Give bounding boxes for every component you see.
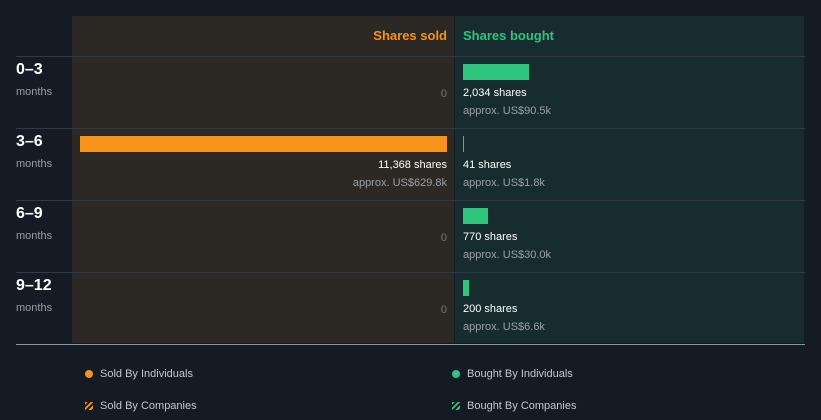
legend-label: Sold By Companies: [100, 400, 197, 412]
sold-value-label: approx. US$629.8k: [352, 177, 447, 189]
row-divider: [16, 272, 805, 273]
bought-shares-label: 2,034 shares: [463, 87, 527, 99]
shares-bought-header: Shares bought: [463, 28, 555, 43]
shares-sold-header: Shares sold: [373, 28, 447, 43]
legend-dot-icon: [452, 370, 460, 378]
period-months-label: months: [16, 158, 53, 170]
legend-label: Bought By Companies: [467, 400, 577, 412]
bought-value-label: approx. US$6.6k: [463, 321, 545, 333]
legend-item: Sold By Individuals: [85, 368, 193, 380]
row-divider: [16, 344, 805, 345]
period-label: 3–6: [16, 133, 43, 150]
bought-bar: [463, 64, 529, 80]
row-divider: [16, 128, 805, 129]
bought-shares-label: 770 shares: [463, 231, 518, 243]
sold-zero-label: 0: [440, 304, 447, 316]
legend-label: Bought By Individuals: [467, 368, 573, 380]
legend-dot-icon: [85, 370, 93, 378]
bought-shares-label: 200 shares: [463, 303, 518, 315]
sold-shares-label: 11,368 shares: [378, 159, 447, 171]
legend-hatch-icon: [452, 402, 460, 410]
period-label: 0–3: [16, 61, 43, 78]
legend-item: Bought By Individuals: [452, 368, 573, 380]
legend-label: Sold By Individuals: [100, 368, 193, 380]
period-months-label: months: [16, 86, 53, 98]
bought-bar: [463, 280, 470, 296]
bought-bar: [463, 136, 465, 152]
period-months-label: months: [16, 230, 53, 242]
row-divider: [16, 200, 805, 201]
row-divider: [16, 56, 805, 57]
sold-zero-label: 0: [440, 232, 447, 244]
legend-item: Sold By Companies: [85, 400, 197, 412]
legend-item: Bought By Companies: [452, 400, 576, 412]
bought-value-label: approx. US$90.5k: [463, 105, 552, 117]
legend-hatch-icon: [85, 402, 93, 410]
bought-value-label: approx. US$1.8k: [463, 177, 545, 189]
period-label: 9–12: [16, 277, 52, 294]
bought-bar: [463, 208, 488, 224]
bought-shares-label: 41 shares: [463, 159, 512, 171]
period-months-label: months: [16, 302, 53, 314]
bought-value-label: approx. US$30.0k: [463, 249, 552, 261]
sold-column-background: [72, 16, 454, 343]
period-label: 6–9: [16, 205, 43, 222]
sold-bar: [80, 136, 447, 152]
sold-zero-label: 0: [440, 88, 447, 100]
